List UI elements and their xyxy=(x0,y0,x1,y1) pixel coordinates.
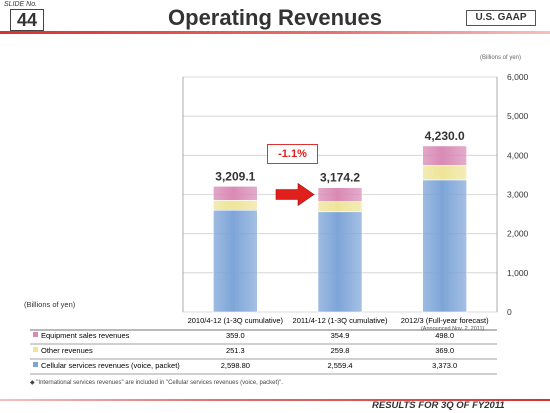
bar-segment-equipment xyxy=(317,187,363,202)
y-tick-label: 2,000 xyxy=(507,229,529,239)
table-cell: 369.0 xyxy=(435,346,454,355)
y-tick-label: 3,000 xyxy=(507,190,529,200)
y-tick-label: 4,000 xyxy=(507,150,529,160)
footnote: ◆ "International services revenues" are … xyxy=(30,380,283,386)
x-category-label: 2010/4-12 (1-3Q cumulative) xyxy=(188,316,284,325)
table-cell: 498.0 xyxy=(435,331,454,340)
legend-marker-cellular xyxy=(33,362,38,367)
page-title: Operating Revenues xyxy=(168,5,382,30)
y-tick-label: 0 xyxy=(507,307,512,317)
legend-marker-equipment xyxy=(33,332,38,337)
table-cell: 2,559.4 xyxy=(327,361,352,370)
slide-number: 44 xyxy=(10,9,44,31)
accounting-standard-badge: U.S. GAAP xyxy=(466,10,536,26)
bar-total-label: 3,209.1 xyxy=(215,169,255,183)
change-arrow xyxy=(275,182,315,207)
bar-segment-cellular xyxy=(422,179,467,313)
bar-segment-cellular xyxy=(213,209,258,313)
table-cell: 251.3 xyxy=(226,346,245,355)
units-label-left: (Billions of yen) xyxy=(24,300,76,309)
units-label-top: (Billions of yen) xyxy=(480,55,522,61)
x-category-note: (Announced Nov. 2, 2011) xyxy=(421,326,485,332)
table-cell: 354.9 xyxy=(331,331,350,340)
bar-segment-other xyxy=(317,201,363,213)
change-percentage-box: -1.1% xyxy=(267,144,318,164)
table-cell: 259.8 xyxy=(331,346,350,355)
bar-segment-equipment xyxy=(422,145,467,166)
bar-segment-other xyxy=(213,200,258,211)
x-category-label: 2011/4-12 (1-3Q cumulative) xyxy=(293,316,388,325)
legend-marker-other xyxy=(33,347,38,352)
table-cell: 359.0 xyxy=(226,331,245,340)
footer-text: RESULTS FOR 3Q OF FY2011 xyxy=(372,400,505,411)
y-tick-label: 1,000 xyxy=(507,268,529,278)
y-tick-label: 6,000 xyxy=(507,72,529,82)
table-cell: 3,373.0 xyxy=(432,361,457,370)
row-label-cellular: Cellular services revenues (voice, packe… xyxy=(41,361,180,370)
footer-divider xyxy=(0,399,550,401)
x-category-label: 2012/3 (Full-year forecast) xyxy=(401,316,489,325)
y-tick-label: 5,000 xyxy=(507,111,529,121)
bar-total-label: 4,230.0 xyxy=(425,129,465,143)
slide-label: SLIDE No. xyxy=(4,1,38,8)
bar-total-label: 3,174.2 xyxy=(320,171,360,185)
header-divider xyxy=(0,31,550,34)
bar-segment-other xyxy=(422,165,467,181)
bar-segment-cellular xyxy=(317,211,363,313)
row-label-equipment: Equipment sales revenues xyxy=(41,331,130,340)
bar-segment-equipment xyxy=(213,186,258,201)
row-label-other: Other revenues xyxy=(41,346,93,355)
table-cell: 2,598.80 xyxy=(221,361,250,370)
